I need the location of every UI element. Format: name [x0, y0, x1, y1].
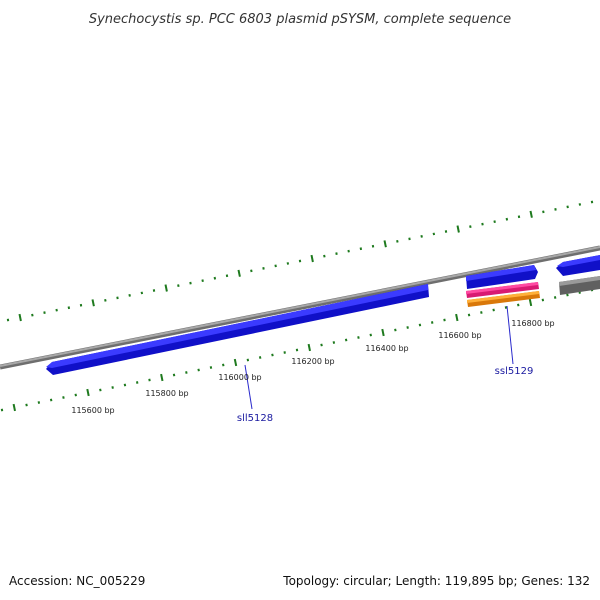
- inner-track-minor-tick: [25, 403, 28, 407]
- outer-track-major-tick: [164, 284, 168, 292]
- outer-track-minor-tick: [213, 276, 217, 280]
- outer-track-minor-tick: [104, 298, 107, 302]
- outer-track-minor-tick: [31, 313, 34, 317]
- inner-track-minor-tick: [541, 298, 545, 302]
- gene-next-arrow[interactable]: [556, 255, 600, 276]
- accession-text: Accession: NC_005229: [9, 574, 145, 588]
- outer-track-minor-tick: [177, 284, 180, 288]
- inner-track-minor-tick: [480, 311, 483, 314]
- gene-sll5128-arrow[interactable]: [46, 284, 429, 375]
- outer-track-minor-tick: [55, 308, 58, 312]
- inner-track-minor-tick: [123, 383, 127, 387]
- outer-track-minor-tick: [396, 239, 399, 243]
- inner-track-minor-tick: [566, 293, 569, 297]
- inner-track-major-tick: [307, 343, 311, 352]
- inner-track-minor-tick: [37, 401, 41, 404]
- outer-track-major-tick: [383, 240, 387, 248]
- ruler-label-115600: 115600 bp: [71, 406, 114, 415]
- inner-track-major-tick: [381, 328, 385, 337]
- inner-track-minor-tick: [49, 398, 53, 402]
- outer-track-minor-tick: [420, 234, 423, 238]
- inner-track-minor-tick: [99, 388, 102, 392]
- inner-track-major-tick: [12, 403, 16, 412]
- inner-track-minor-tick: [258, 356, 262, 359]
- outer-track-minor-tick: [566, 205, 569, 209]
- ruler-label-116600: 116600 bp: [438, 331, 481, 340]
- gene-ssl5129-arrow[interactable]: [466, 265, 538, 289]
- map-title: Synechocystis sp. PCC 6803 plasmid pSYSM…: [89, 12, 511, 27]
- outer-tick-track: [6, 200, 594, 322]
- outer-track-major-tick: [91, 299, 95, 307]
- outer-track-minor-tick: [140, 291, 144, 295]
- outer-track-minor-tick: [578, 203, 582, 206]
- outer-track-minor-tick: [469, 225, 472, 229]
- inner-track-minor-tick: [504, 306, 508, 309]
- inner-track-major-tick: [160, 373, 164, 382]
- inner-tick-track: [0, 288, 594, 412]
- feature-gray-bar[interactable]: [559, 276, 600, 295]
- inner-track-minor-tick: [394, 328, 397, 332]
- inner-track-minor-tick: [517, 303, 520, 307]
- inner-track-minor-tick: [369, 333, 372, 337]
- inner-track-minor-tick: [467, 313, 471, 317]
- inner-track-major-tick: [86, 388, 90, 397]
- outer-track-minor-tick: [542, 210, 545, 214]
- outer-track-minor-tick: [505, 217, 509, 221]
- gene-label-sll5128[interactable]: sll5128: [237, 413, 273, 424]
- ruler-labels: 115600 bp 115800 bp 116000 bp 116200 bp …: [71, 319, 554, 415]
- gene-label-ssl5129[interactable]: ssl5129: [495, 366, 534, 377]
- ruler-label-116000: 116000 bp: [218, 373, 261, 382]
- outer-track-minor-tick: [347, 249, 350, 253]
- inner-track-minor-tick: [62, 396, 65, 399]
- inner-track-minor-tick: [74, 393, 77, 397]
- outer-track-minor-tick: [323, 254, 326, 258]
- inner-track-minor-tick: [111, 386, 114, 389]
- outer-track-minor-tick: [67, 306, 71, 310]
- outer-track-minor-tick: [432, 232, 436, 236]
- ruler-label-116800: 116800 bp: [511, 319, 554, 328]
- ruler-label-116200: 116200 bp: [291, 357, 334, 366]
- inner-track-minor-tick: [553, 296, 557, 299]
- inner-track-major-tick: [528, 298, 533, 307]
- ruler-label-116400: 116400 bp: [365, 344, 408, 353]
- outer-track-minor-tick: [493, 220, 496, 224]
- ruler-label-115800: 115800 bp: [145, 389, 188, 398]
- inner-track-major-tick: [455, 313, 459, 322]
- inner-track-minor-tick: [406, 326, 409, 329]
- inner-track-minor-tick: [357, 336, 360, 339]
- feature-pink-bar[interactable]: [466, 282, 539, 298]
- outer-track-minor-tick: [274, 264, 277, 268]
- inner-track-minor-tick: [332, 341, 336, 344]
- feature-orange-bar[interactable]: [467, 291, 540, 307]
- inner-track-minor-tick: [418, 323, 422, 327]
- inner-track-minor-tick: [172, 373, 176, 377]
- outer-track-major-tick: [310, 254, 314, 263]
- inner-track-minor-tick: [492, 308, 495, 312]
- inner-track-major-tick: [233, 358, 238, 367]
- inner-track-minor-tick: [271, 353, 274, 357]
- inner-track-minor-tick: [320, 343, 323, 347]
- outer-track-major-tick: [456, 225, 460, 233]
- outer-track-minor-tick: [128, 293, 131, 297]
- outer-track-major-tick: [237, 269, 241, 277]
- outer-track-minor-tick: [286, 262, 290, 265]
- outer-track-minor-tick: [359, 247, 363, 251]
- inner-track-minor-tick: [246, 358, 250, 362]
- inner-track-minor-tick: [344, 338, 348, 342]
- inner-track-minor-tick: [222, 363, 225, 367]
- inner-track-minor-tick: [209, 366, 213, 369]
- sll5128-leader-line: [244, 364, 253, 410]
- outer-track-minor-tick: [201, 279, 204, 283]
- inner-track-minor-tick: [197, 368, 200, 372]
- outer-track-minor-tick: [250, 269, 253, 273]
- outer-track-major-tick: [18, 313, 22, 322]
- plasmid-backbone: [0, 245, 600, 370]
- topology-summary-text: Topology: circular; Length: 119,895 bp; …: [282, 574, 590, 588]
- ssl5129-leader-line: [506, 305, 514, 365]
- inner-track-minor-tick: [185, 371, 188, 374]
- outer-track-major-tick: [529, 210, 533, 218]
